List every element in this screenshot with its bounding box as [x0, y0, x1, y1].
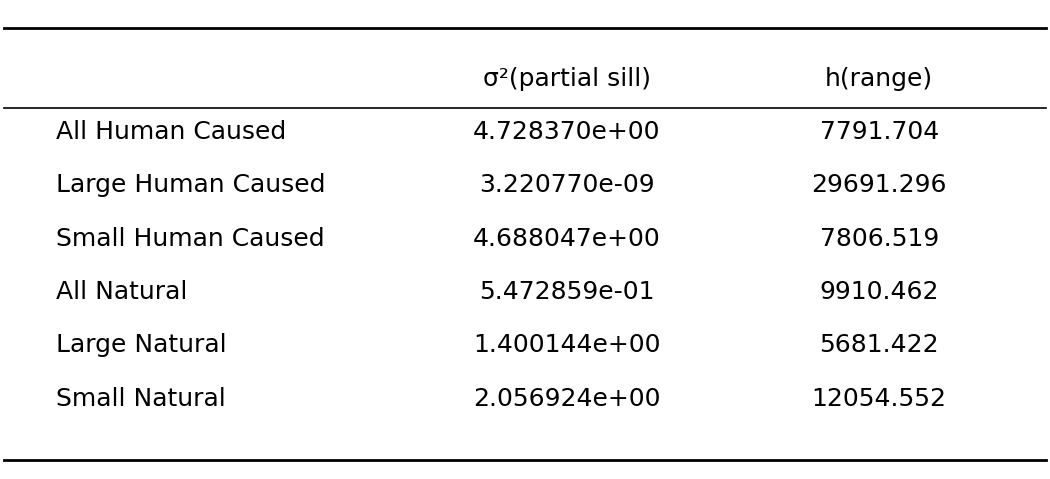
Text: 7806.519: 7806.519 — [820, 227, 939, 251]
Text: 12054.552: 12054.552 — [812, 387, 947, 411]
Text: 5.472859e-01: 5.472859e-01 — [479, 280, 654, 304]
Text: All Natural: All Natural — [57, 280, 188, 304]
Text: Small Human Caused: Small Human Caused — [57, 227, 324, 251]
Text: 4.688047e+00: 4.688047e+00 — [472, 227, 660, 251]
Text: 7791.704: 7791.704 — [820, 120, 939, 144]
Text: 1.400144e+00: 1.400144e+00 — [472, 333, 660, 357]
Text: 4.728370e+00: 4.728370e+00 — [472, 120, 660, 144]
Text: 9910.462: 9910.462 — [819, 280, 939, 304]
Text: 3.220770e-09: 3.220770e-09 — [479, 173, 654, 197]
Text: σ²(partial sill): σ²(partial sill) — [483, 67, 651, 91]
Text: 5681.422: 5681.422 — [819, 333, 939, 357]
Text: Large Human Caused: Large Human Caused — [57, 173, 326, 197]
Text: Large Natural: Large Natural — [57, 333, 227, 357]
Text: 29691.296: 29691.296 — [812, 173, 947, 197]
Text: Small Natural: Small Natural — [57, 387, 226, 411]
Text: 2.056924e+00: 2.056924e+00 — [472, 387, 660, 411]
Text: All Human Caused: All Human Caused — [57, 120, 287, 144]
Text: h(range): h(range) — [825, 67, 933, 91]
